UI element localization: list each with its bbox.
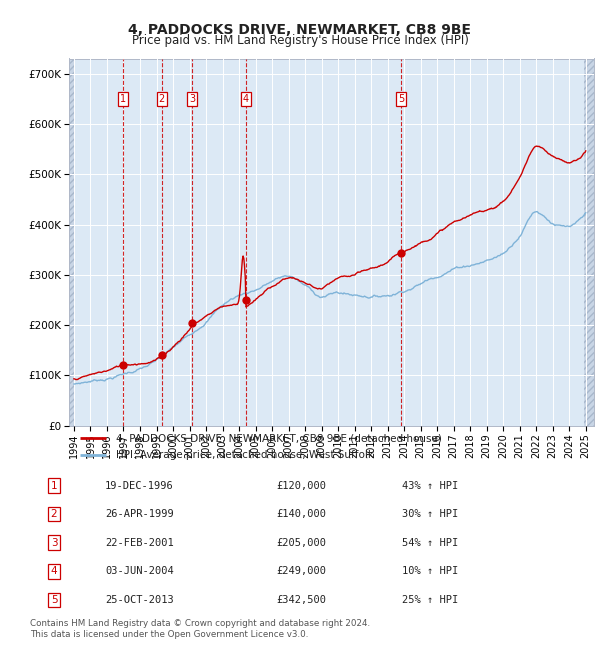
Text: 4: 4 (50, 566, 58, 577)
Text: 43% ↑ HPI: 43% ↑ HPI (402, 480, 458, 491)
Text: 25% ↑ HPI: 25% ↑ HPI (402, 595, 458, 605)
Text: HPI: Average price, detached house, West Suffolk: HPI: Average price, detached house, West… (116, 450, 374, 460)
Text: 54% ↑ HPI: 54% ↑ HPI (402, 538, 458, 548)
Text: £249,000: £249,000 (276, 566, 326, 577)
Text: 22-FEB-2001: 22-FEB-2001 (105, 538, 174, 548)
Text: 1: 1 (120, 94, 126, 104)
Text: 4: 4 (243, 94, 249, 104)
Text: 26-APR-1999: 26-APR-1999 (105, 509, 174, 519)
Bar (69, 58, 75, 426)
Text: 25-OCT-2013: 25-OCT-2013 (105, 595, 174, 605)
Text: 3: 3 (50, 538, 58, 548)
Text: 3: 3 (189, 94, 195, 104)
Text: 4, PADDOCKS DRIVE, NEWMARKET, CB8 9BE: 4, PADDOCKS DRIVE, NEWMARKET, CB8 9BE (128, 23, 472, 37)
Text: 2: 2 (50, 509, 58, 519)
Text: Price paid vs. HM Land Registry's House Price Index (HPI): Price paid vs. HM Land Registry's House … (131, 34, 469, 47)
Text: 2: 2 (158, 94, 165, 104)
Text: 4, PADDOCKS DRIVE, NEWMARKET, CB8 9BE (detached house): 4, PADDOCKS DRIVE, NEWMARKET, CB8 9BE (d… (116, 434, 442, 443)
Text: £140,000: £140,000 (276, 509, 326, 519)
Text: 1: 1 (50, 480, 58, 491)
Text: £120,000: £120,000 (276, 480, 326, 491)
Text: £205,000: £205,000 (276, 538, 326, 548)
Text: 10% ↑ HPI: 10% ↑ HPI (402, 566, 458, 577)
Text: Contains HM Land Registry data © Crown copyright and database right 2024.
This d: Contains HM Land Registry data © Crown c… (30, 619, 370, 639)
Bar (584, 58, 594, 426)
Text: 30% ↑ HPI: 30% ↑ HPI (402, 509, 458, 519)
Text: £342,500: £342,500 (276, 595, 326, 605)
Text: 5: 5 (398, 94, 404, 104)
Text: 03-JUN-2004: 03-JUN-2004 (105, 566, 174, 577)
Text: 19-DEC-1996: 19-DEC-1996 (105, 480, 174, 491)
Text: 5: 5 (50, 595, 58, 605)
